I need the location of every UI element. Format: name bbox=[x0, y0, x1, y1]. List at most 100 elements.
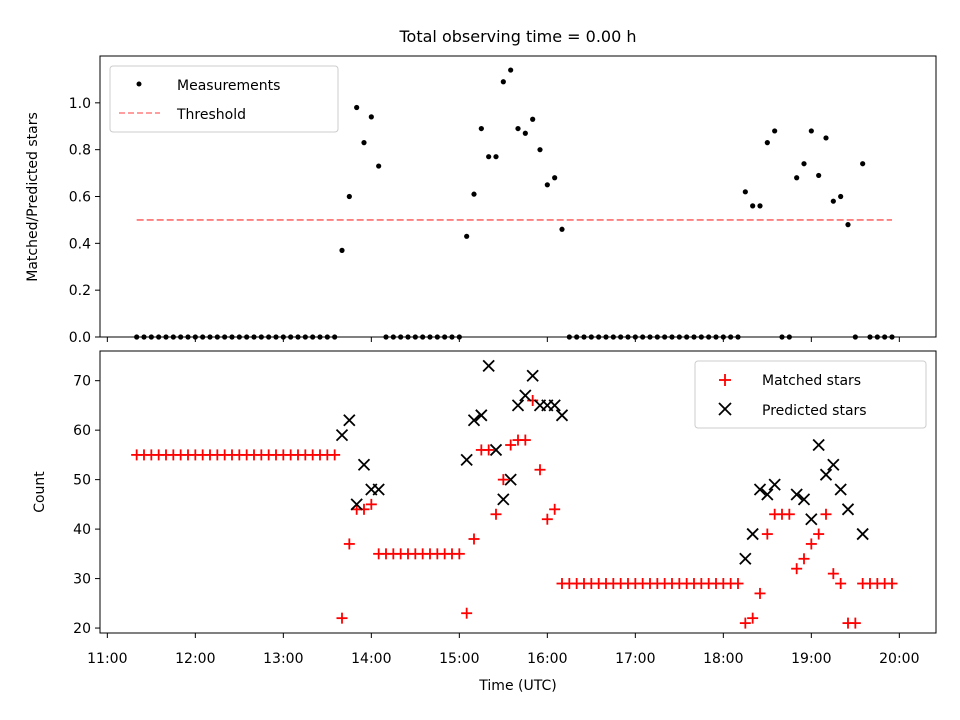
legend-measurements-marker bbox=[136, 81, 142, 87]
bottom-y-tick-label-4: 60 bbox=[73, 423, 91, 439]
x-tick-label-0: 11:00 bbox=[87, 651, 127, 667]
x-tick-label-1: 12:00 bbox=[175, 651, 215, 667]
measurement-point-84 bbox=[750, 203, 756, 209]
measurement-point-31 bbox=[361, 140, 367, 146]
legend-matched-label: Matched stars bbox=[762, 373, 861, 389]
matched-point-89 bbox=[783, 508, 795, 520]
predicted-point-27 bbox=[805, 513, 818, 526]
x-axis-label: Time (UTC) bbox=[478, 678, 556, 694]
bottom-y-tick-label-1: 30 bbox=[73, 572, 91, 588]
predicted-point-7 bbox=[467, 414, 481, 427]
predicted-point-5 bbox=[372, 483, 385, 496]
measurement-point-28 bbox=[339, 247, 345, 253]
measurement-point-49 bbox=[493, 154, 499, 160]
predicted-point-20 bbox=[739, 552, 752, 565]
measurement-point-86 bbox=[764, 140, 770, 146]
predicted-point-30 bbox=[827, 458, 840, 471]
matched-point-84 bbox=[747, 612, 759, 624]
matched-point-86 bbox=[761, 528, 773, 540]
measurement-point-92 bbox=[808, 128, 814, 134]
legend-threshold-label: Threshold bbox=[176, 107, 246, 123]
measurement-point-54 bbox=[530, 116, 536, 122]
x-tick-label-3: 14:00 bbox=[351, 651, 391, 667]
matched-point-55 bbox=[534, 464, 546, 476]
matched-point-27 bbox=[329, 449, 341, 461]
predicted-point-9 bbox=[482, 359, 495, 372]
x-tick-label-8: 19:00 bbox=[791, 651, 831, 667]
x-tick-label-2: 13:00 bbox=[263, 651, 303, 667]
top-panel: Total observing time = 0.00 h 0.0 0.2 0.4 0… bbox=[25, 27, 937, 346]
matched-point-96 bbox=[835, 578, 847, 590]
top-y-ticks: 0.0 0.2 0.4 0.6 0.8 1.0 bbox=[69, 96, 100, 346]
chart-title: Total observing time = 0.00 h bbox=[398, 27, 636, 46]
bottom-y-axis-label: Count bbox=[32, 471, 48, 513]
measurement-point-97 bbox=[845, 222, 851, 228]
top-y-tick-label-1: 0.2 bbox=[69, 283, 91, 299]
predicted-point-23 bbox=[761, 488, 774, 501]
predicted-point-18 bbox=[548, 399, 561, 412]
predicted-point-26 bbox=[797, 493, 811, 506]
measurement-point-95 bbox=[830, 198, 836, 204]
matched-point-29 bbox=[343, 538, 355, 550]
measurement-point-32 bbox=[368, 114, 374, 120]
measurement-point-56 bbox=[544, 182, 550, 188]
top-y-tick-label-5: 1.0 bbox=[69, 96, 91, 112]
predicted-point-13 bbox=[511, 399, 525, 412]
predicted-point-19 bbox=[555, 409, 569, 422]
predicted-point-10 bbox=[489, 443, 503, 457]
matched-point-93 bbox=[813, 528, 825, 540]
legend-predicted-marker bbox=[718, 402, 732, 416]
x-tick-label-5: 16:00 bbox=[527, 651, 567, 667]
predicted-point-1 bbox=[343, 414, 356, 427]
x-tick-label-7: 18:00 bbox=[703, 651, 743, 667]
predicted-point-29 bbox=[819, 468, 833, 481]
predicted-point-28 bbox=[812, 438, 825, 452]
bottom-y-tick-label-5: 70 bbox=[73, 374, 91, 390]
top-plot-frame bbox=[99, 55, 937, 338]
predicted-point-2 bbox=[350, 498, 363, 511]
matched-point-50 bbox=[497, 474, 509, 486]
measurement-point-47 bbox=[478, 125, 484, 132]
measurement-point-53 bbox=[522, 130, 528, 136]
x-tick-label-6: 17:00 bbox=[615, 651, 655, 667]
predicted-point-33 bbox=[856, 527, 869, 541]
predicted-point-21 bbox=[746, 527, 759, 541]
measurement-point-58 bbox=[559, 226, 565, 232]
predicted-point-12 bbox=[504, 473, 517, 486]
predicted-point-11 bbox=[497, 493, 510, 506]
bottom-y-tick-label-3: 50 bbox=[73, 473, 91, 489]
top-y-tick-label-2: 0.4 bbox=[69, 236, 91, 252]
matched-point-53 bbox=[519, 434, 531, 446]
measurement-point-45 bbox=[464, 233, 470, 239]
bottom-y-tick-label-2: 40 bbox=[73, 522, 91, 538]
matched-stars-series bbox=[131, 394, 898, 629]
measurement-point-33 bbox=[376, 163, 382, 169]
matched-point-103 bbox=[886, 578, 898, 590]
predicted-point-25 bbox=[790, 488, 803, 501]
x-tick-label-4: 15:00 bbox=[439, 651, 479, 667]
predicted-point-22 bbox=[753, 483, 767, 496]
legend-measurements-label: Measurements bbox=[177, 78, 280, 94]
matched-point-57 bbox=[549, 503, 561, 515]
measurement-point-55 bbox=[537, 147, 543, 153]
bottom-plot-frame bbox=[99, 350, 937, 634]
matched-point-28 bbox=[336, 612, 348, 624]
matched-point-92 bbox=[805, 538, 817, 550]
matched-point-56 bbox=[541, 513, 553, 525]
matched-point-44 bbox=[453, 548, 465, 560]
bottom-legend-box bbox=[694, 360, 927, 429]
top-y-tick-label-4: 0.8 bbox=[69, 143, 91, 159]
bottom-x-ticks: 11:00 12:00 13:00 14:00 15:00 16:00 17:00 18:00… bbox=[87, 633, 920, 667]
matched-point-91 bbox=[798, 553, 810, 565]
matched-point-85 bbox=[754, 587, 766, 599]
matched-point-95 bbox=[827, 568, 839, 580]
predicted-point-24 bbox=[768, 478, 781, 491]
matched-point-46 bbox=[468, 533, 480, 545]
matched-point-51 bbox=[505, 439, 517, 451]
predicted-point-14 bbox=[519, 389, 532, 402]
top-y-tick-label-0: 0.0 bbox=[69, 330, 91, 346]
top-legend: Measurements Threshold bbox=[109, 65, 339, 133]
measurement-point-30 bbox=[354, 104, 360, 111]
measurement-point-57 bbox=[552, 175, 558, 181]
